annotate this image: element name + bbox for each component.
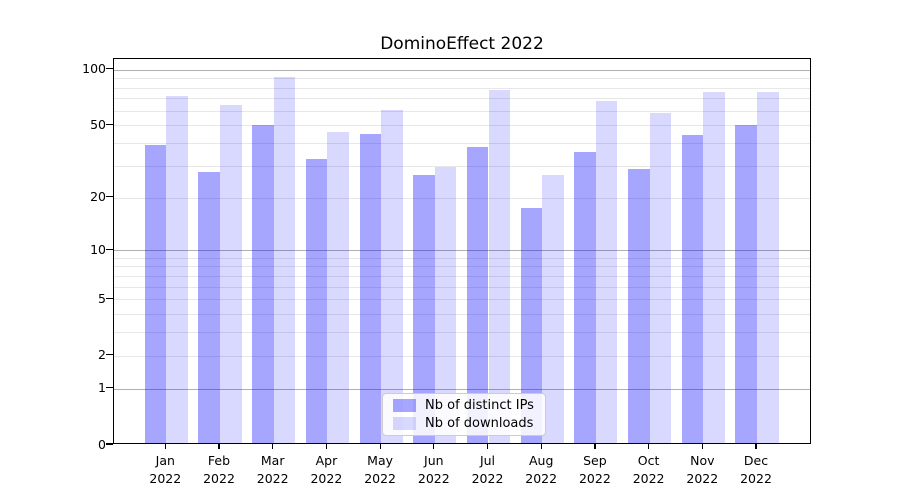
chart-title: DominoEffect 2022: [380, 34, 544, 54]
x-tick-mark-nov-2022: [701, 444, 703, 449]
x-tick-mark-feb-2022: [218, 444, 220, 449]
y-tick-mark-5: [106, 297, 113, 299]
gridline-90: [114, 78, 810, 80]
y-tick-label-10: 10: [90, 241, 106, 257]
gridline-4: [114, 314, 810, 316]
x-tick-label-dec-2022: Dec 2022: [740, 453, 772, 486]
bar-nb-of-distinct-ips-apr-2022: [305, 158, 328, 443]
bar-nb-of-distinct-ips-sep-2022: [574, 151, 596, 443]
y-tick-label-2: 2: [98, 347, 106, 363]
gridline-3: [114, 332, 810, 334]
gridline-7: [114, 275, 810, 277]
y-tick-label-0: 0: [98, 436, 106, 452]
x-tick-mark-aug-2022: [540, 444, 542, 449]
bar-nb-of-downloads-feb-2022: [220, 104, 242, 443]
y-tick-mark-0: [106, 443, 113, 445]
x-tick-mark-dec-2022: [755, 444, 757, 449]
y-tick-mark-10: [106, 248, 113, 250]
x-tick-mark-apr-2022: [325, 444, 328, 449]
gridline-8: [114, 266, 810, 268]
x-tick-label-feb-2022: Feb 2022: [203, 453, 235, 486]
gridline-40: [114, 143, 810, 145]
gridline-10: [114, 250, 810, 252]
bar-nb-of-distinct-ips-feb-2022: [198, 172, 220, 443]
bar-nb-of-distinct-ips-jun-2022: [413, 175, 435, 443]
bar-nb-of-distinct-ips-may-2022: [359, 133, 382, 443]
bar-nb-of-downloads-aug-2022: [542, 175, 564, 443]
gridline-5: [114, 299, 810, 301]
legend-label-downloads: Nb of downloads: [425, 415, 534, 431]
bar-nb-of-downloads-apr-2022: [327, 131, 349, 443]
gridline-20: [114, 197, 810, 199]
bar-nb-of-downloads-sep-2022: [595, 101, 618, 443]
x-tick-mark-may-2022: [379, 444, 381, 449]
bar-nb-of-downloads-jun-2022: [434, 166, 457, 443]
y-tick-label-20: 20: [90, 189, 106, 204]
bar-nb-of-downloads-jan-2022: [166, 96, 188, 443]
x-tick-label-jan-2022: Jan 2022: [149, 453, 182, 486]
bar-nb-of-distinct-ips-jan-2022: [144, 145, 167, 443]
legend-item-downloads: Nb of downloads: [393, 415, 535, 431]
bar-nb-of-distinct-ips-dec-2022: [735, 125, 757, 443]
x-tick-label-aug-2022: Aug 2022: [525, 453, 558, 486]
x-tick-label-sep-2022: Sep 2022: [578, 453, 611, 486]
x-tick-mark-jul-2022: [486, 444, 489, 449]
x-tick-mark-mar-2022: [272, 444, 274, 449]
x-tick-mark-sep-2022: [594, 444, 596, 449]
plot-area: Nb of distinct IPs Nb of downloads: [113, 58, 811, 444]
gridline-80: [114, 87, 810, 89]
y-tick-mark-20: [106, 195, 113, 198]
legend-swatch-downloads: [393, 417, 416, 430]
gridline-100: [114, 69, 810, 71]
x-tick-mark-oct-2022: [648, 444, 650, 449]
gridline-2: [114, 355, 810, 357]
y-tick-label-100: 100: [82, 61, 106, 77]
x-tick-mark-jan-2022: [164, 444, 166, 449]
x-tick-label-oct-2022: Oct 2022: [632, 453, 665, 486]
bar-nb-of-downloads-oct-2022: [649, 112, 672, 443]
bar-nb-of-distinct-ips-jul-2022: [466, 147, 489, 443]
legend: Nb of distinct IPs Nb of downloads: [382, 393, 546, 436]
y-tick-label-5: 5: [98, 290, 106, 306]
bar-nb-of-distinct-ips-aug-2022: [520, 208, 543, 443]
x-tick-label-jun-2022: Jun 2022: [417, 453, 450, 486]
y-tick-label-50: 50: [90, 116, 106, 132]
legend-label-distinct-ips: Nb of distinct IPs: [425, 397, 534, 413]
legend-item-distinct-ips: Nb of distinct IPs: [393, 397, 535, 413]
y-tick-mark-1: [106, 387, 113, 389]
y-tick-mark-2: [106, 354, 113, 356]
gridline-6: [114, 286, 810, 288]
bar-nb-of-downloads-nov-2022: [703, 92, 725, 443]
bar-nb-of-distinct-ips-oct-2022: [628, 169, 650, 443]
bar-nb-of-distinct-ips-mar-2022: [252, 125, 274, 443]
bar-nb-of-distinct-ips-nov-2022: [681, 135, 704, 443]
x-tick-label-nov-2022: Nov 2022: [686, 453, 719, 486]
x-tick-mark-jun-2022: [433, 444, 435, 449]
gridline-30: [114, 165, 810, 167]
x-tick-label-apr-2022: Apr 2022: [310, 453, 343, 486]
gridline-70: [114, 98, 810, 100]
x-tick-label-jul-2022: Jul 2022: [471, 453, 504, 486]
gridline-60: [114, 110, 810, 112]
legend-swatch-distinct-ips: [393, 399, 416, 412]
bar-nb-of-downloads-dec-2022: [757, 92, 779, 443]
gridline-1: [114, 388, 810, 390]
bar-nb-of-downloads-mar-2022: [273, 77, 296, 443]
x-tick-label-mar-2022: Mar 2022: [256, 453, 289, 486]
y-tick-label-1: 1: [98, 380, 106, 396]
y-tick-mark-100: [106, 68, 113, 70]
bar-nb-of-downloads-may-2022: [381, 110, 403, 443]
y-tick-mark-50: [106, 123, 113, 125]
bar-nb-of-downloads-jul-2022: [488, 89, 511, 443]
x-tick-label-may-2022: May 2022: [364, 453, 396, 486]
gridline-9: [114, 257, 810, 259]
gridline-50: [114, 125, 810, 127]
